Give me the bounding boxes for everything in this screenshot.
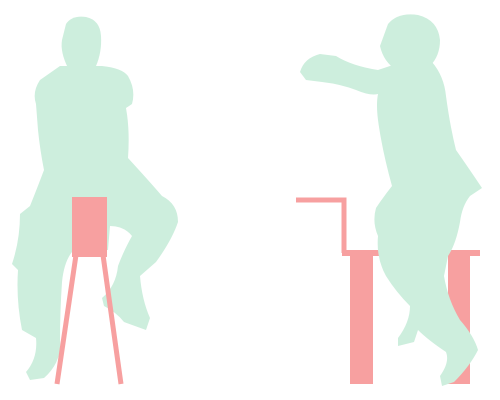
stool-seat	[72, 197, 107, 257]
left-person-head	[61, 16, 102, 68]
bench-backrest	[296, 197, 347, 253]
right-person	[300, 14, 482, 386]
bench-leg	[350, 253, 373, 384]
right-person-body	[300, 54, 482, 386]
left-stool	[54, 197, 124, 385]
stool-leg	[100, 254, 124, 385]
right-person-head	[380, 14, 440, 72]
stool-leg	[54, 254, 79, 385]
